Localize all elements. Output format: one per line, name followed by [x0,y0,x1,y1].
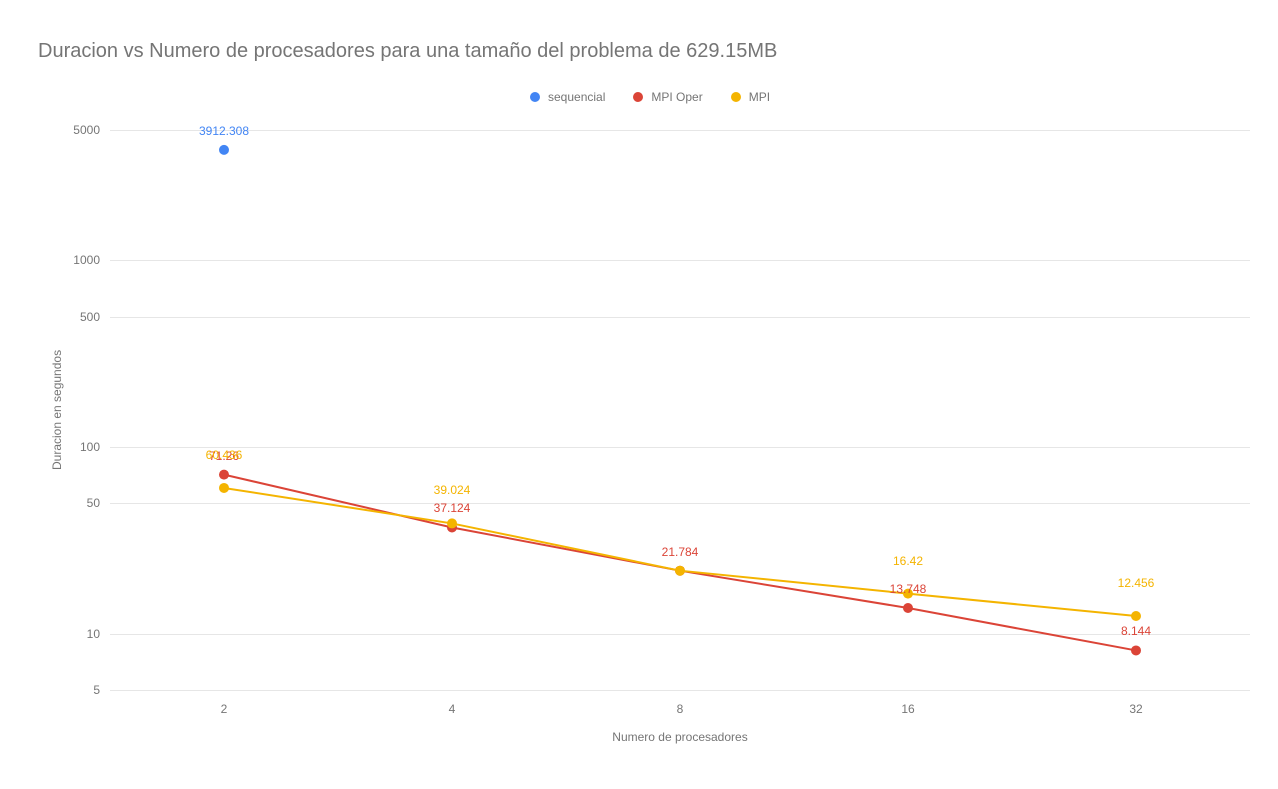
y-tick-label: 5 [93,683,100,697]
x-tick-label: 8 [677,702,684,716]
gridline [110,690,1250,691]
legend-item: MPI Oper [633,90,702,104]
series-marker [447,518,457,528]
series-marker [219,145,229,155]
data-label: 16.42 [893,554,923,568]
series-line [224,475,1136,651]
data-label: 21.784 [662,545,699,559]
x-tick-label: 4 [449,702,456,716]
series-marker [1131,645,1141,655]
legend-label: MPI Oper [651,90,702,104]
legend-label: MPI [749,90,770,104]
x-tick-label: 16 [901,702,914,716]
y-tick-label: 1000 [73,253,100,267]
legend-marker-icon [633,92,643,102]
data-label: 37.124 [434,501,471,515]
data-label: 8.144 [1121,624,1151,638]
legend-marker-icon [731,92,741,102]
chart-svg [110,130,1250,690]
x-tick-label: 32 [1129,702,1142,716]
data-label: 3912.308 [199,124,249,138]
y-tick-label: 10 [87,627,100,641]
series-marker [903,603,913,613]
data-label: 12.456 [1118,576,1155,590]
series-marker [219,483,229,493]
x-axis-title: Numero de procesadores [612,730,747,744]
x-tick-label: 2 [221,702,228,716]
y-tick-label: 5000 [73,123,100,137]
legend-marker-icon [530,92,540,102]
plot-area [110,130,1250,690]
legend-item: sequencial [530,90,605,104]
legend-item: MPI [731,90,770,104]
y-tick-label: 100 [80,440,100,454]
legend-label: sequencial [548,90,605,104]
data-label: 39.024 [434,483,471,497]
chart-title: Duracion vs Numero de procesadores para … [38,40,777,63]
data-label: 60.436 [206,448,243,462]
data-label: 13.748 [890,582,927,596]
y-tick-label: 500 [80,310,100,324]
y-axis-title: Duracion en segundos [50,350,64,470]
legend: sequencial MPI Oper MPI [530,90,770,104]
series-marker [675,566,685,576]
y-tick-label: 50 [87,496,100,510]
series-marker [1131,611,1141,621]
series-marker [219,470,229,480]
